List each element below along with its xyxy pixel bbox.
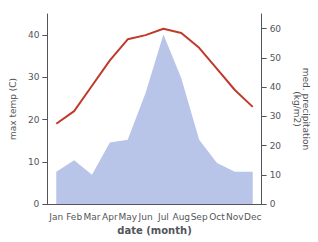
svg-text:30: 30 (28, 72, 40, 82)
svg-text:Jul: Jul (157, 212, 169, 222)
svg-text:10: 10 (28, 157, 40, 167)
svg-text:date (month): date (month) (117, 225, 191, 236)
svg-text:40: 40 (270, 82, 282, 92)
svg-text:Apr: Apr (102, 212, 118, 222)
svg-text:10: 10 (270, 170, 282, 180)
svg-text:Nov: Nov (226, 212, 244, 222)
svg-text:Mar: Mar (84, 212, 101, 222)
svg-text:50: 50 (270, 53, 282, 63)
svg-text:30: 30 (270, 111, 282, 121)
svg-text:0: 0 (270, 199, 276, 209)
svg-text:Feb: Feb (66, 212, 82, 222)
svg-text:Oct: Oct (209, 212, 225, 222)
svg-text:med. precipitation: med. precipitation (300, 67, 311, 151)
svg-text:20: 20 (28, 115, 40, 125)
svg-text:(kg/m2): (kg/m2) (292, 91, 302, 126)
svg-text:40: 40 (28, 30, 40, 40)
svg-text:May: May (118, 212, 137, 222)
svg-text:Jun: Jun (138, 212, 153, 222)
svg-text:Sep: Sep (191, 212, 208, 222)
svg-text:0: 0 (34, 199, 40, 209)
svg-text:20: 20 (270, 141, 282, 151)
svg-text:max temp (C): max temp (C) (8, 78, 18, 140)
svg-text:Jan: Jan (48, 212, 63, 222)
svg-text:Aug: Aug (172, 212, 190, 222)
svg-text:Dec: Dec (244, 212, 261, 222)
svg-text:60: 60 (270, 24, 282, 34)
